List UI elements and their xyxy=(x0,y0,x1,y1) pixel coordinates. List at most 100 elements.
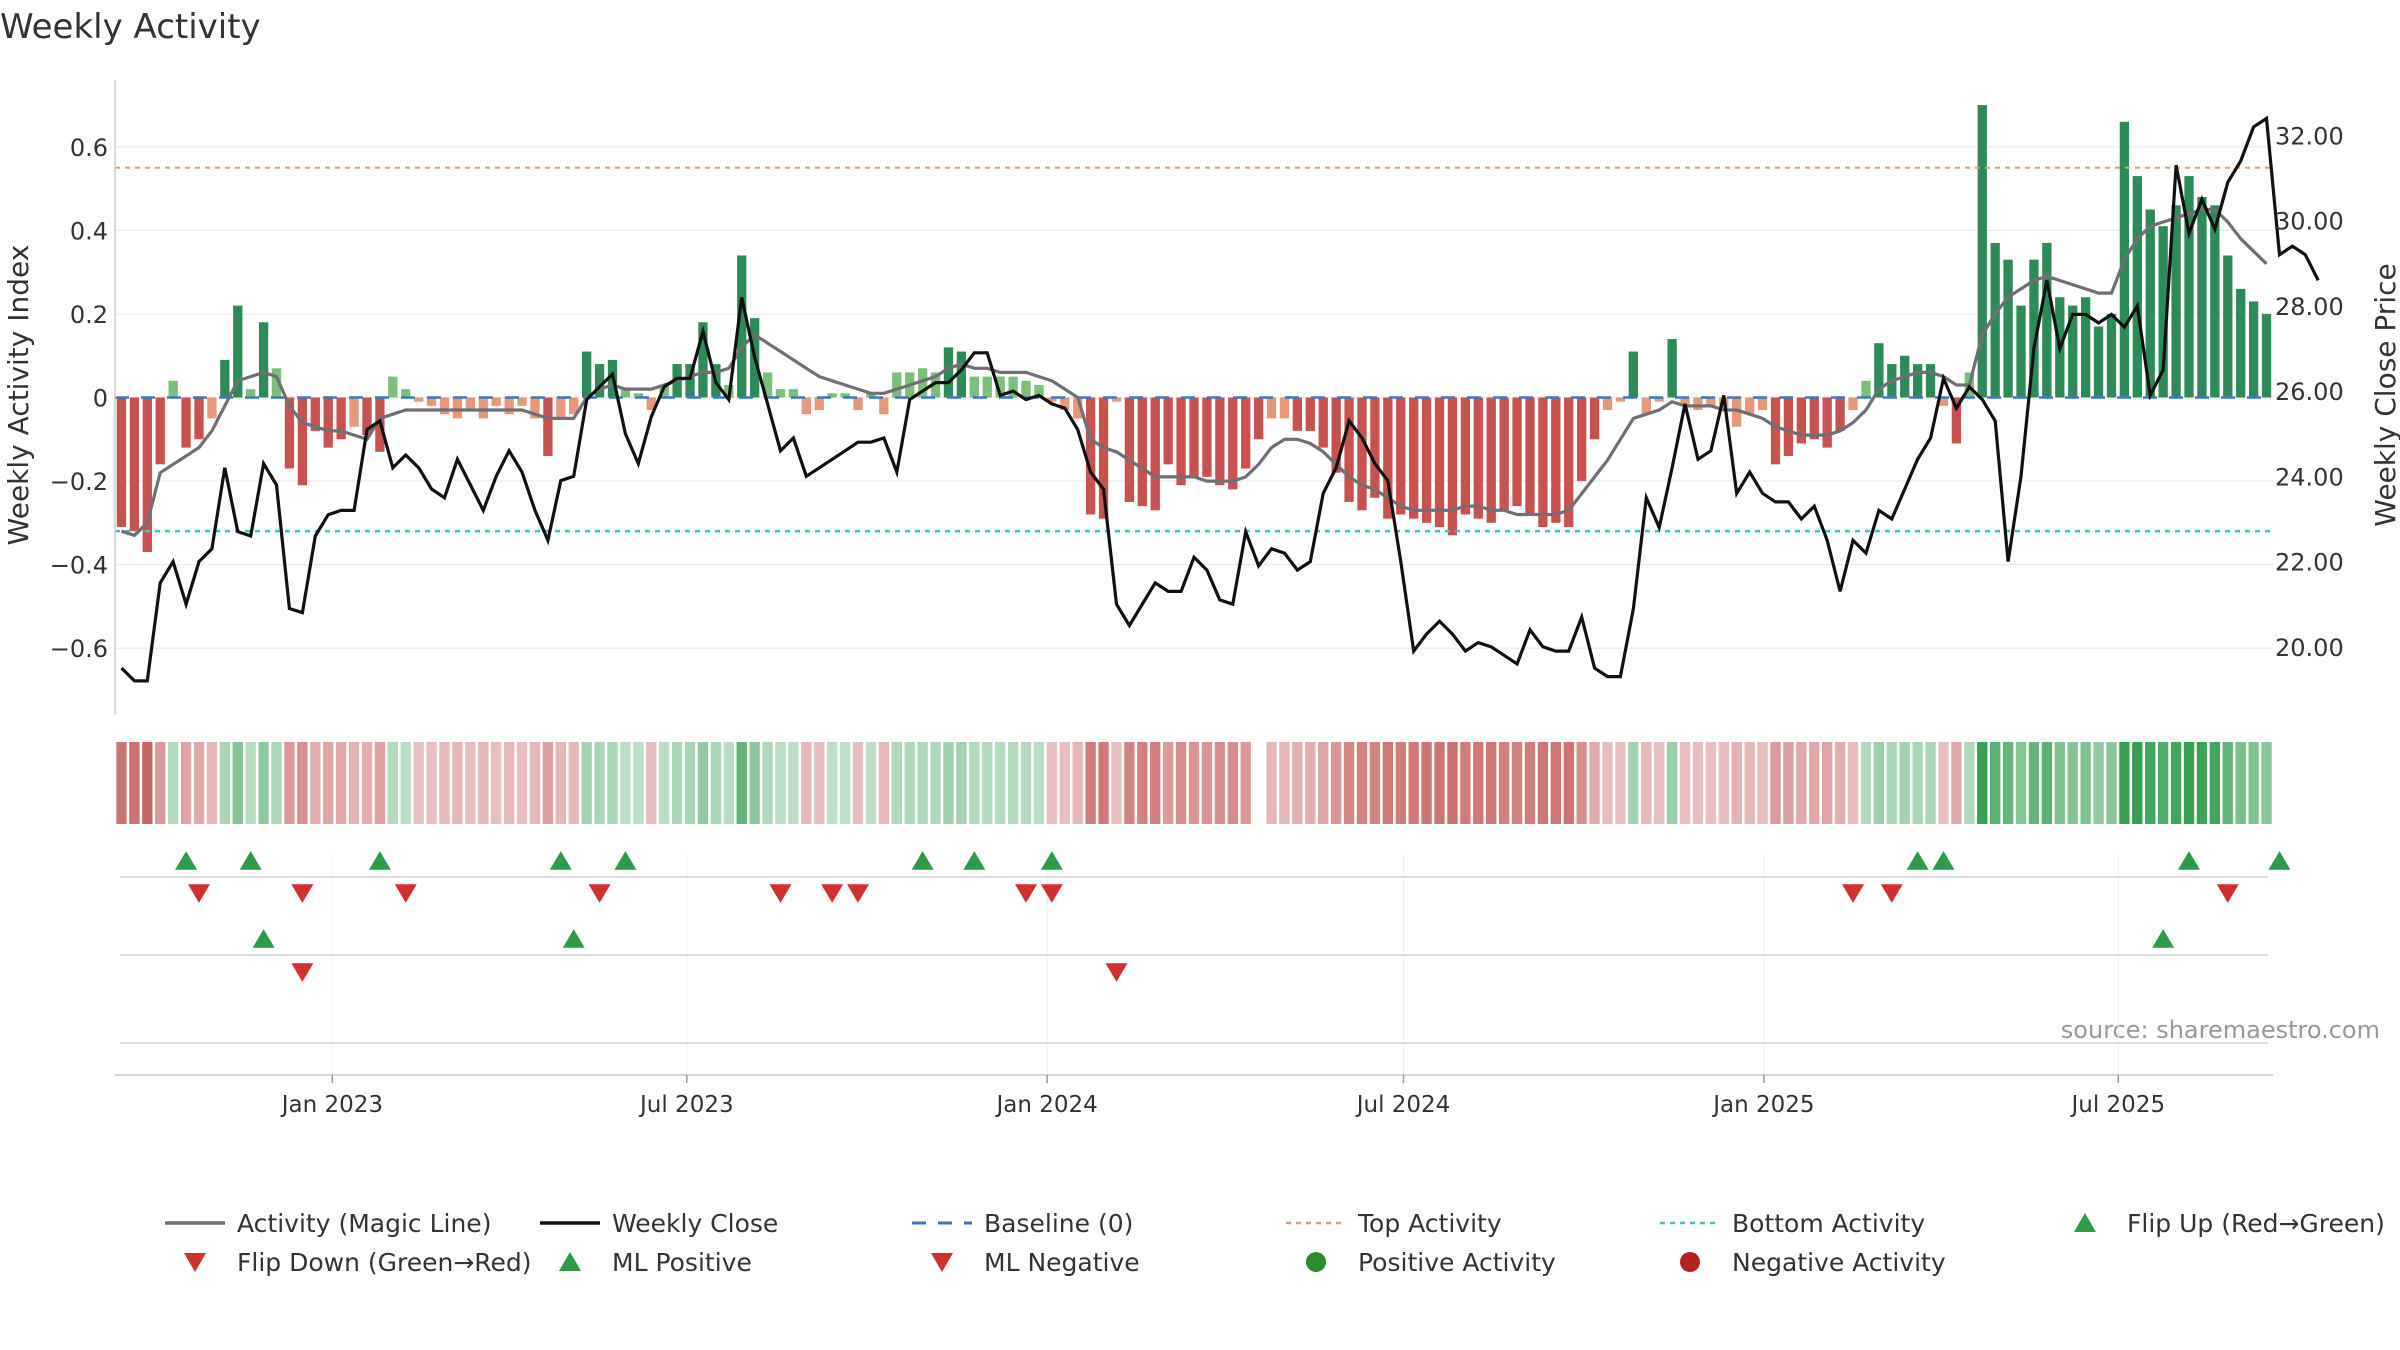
heatmap-cell xyxy=(1007,742,1019,824)
activity-bar xyxy=(1667,339,1677,398)
activity-bar xyxy=(1318,397,1328,448)
heatmap-cell xyxy=(1731,742,1742,824)
heatmap-cell xyxy=(1990,742,2001,824)
activity-bar xyxy=(1602,397,1613,411)
legend-item: Baseline (0) xyxy=(912,1209,1133,1238)
activity-bar xyxy=(633,393,643,398)
heatmap-cell xyxy=(943,742,954,824)
heatmap-cell xyxy=(2209,742,2221,824)
heatmap-cell xyxy=(348,742,360,824)
activity-bar xyxy=(478,397,488,419)
heatmap-cell xyxy=(1550,742,1561,824)
heatmap-cell xyxy=(271,742,282,824)
activity-bar xyxy=(2210,205,2220,398)
activity-bar xyxy=(194,397,204,440)
heatmap-cell xyxy=(1098,742,1109,824)
legend-label: Bottom Activity xyxy=(1732,1209,1925,1238)
heatmap-cell xyxy=(1511,742,1523,824)
activity-bar xyxy=(840,393,850,398)
activity-bar xyxy=(1447,397,1458,536)
activity-bar xyxy=(452,397,463,419)
activity-bar xyxy=(1589,397,1600,440)
heatmap-cell xyxy=(581,742,592,824)
activity-bar xyxy=(1706,397,1716,406)
heatmap-cell xyxy=(1188,742,1200,824)
heatmap-cell xyxy=(620,742,631,824)
activity-bar xyxy=(1977,105,1987,398)
heatmap-cell xyxy=(1356,742,1368,824)
y-tick-label: 0.2 xyxy=(70,301,108,329)
activity-bar xyxy=(569,397,579,415)
activity-bar xyxy=(995,376,1005,398)
heatmap-cell xyxy=(852,742,864,824)
legend-item: Bottom Activity xyxy=(1660,1209,1925,1238)
activity-bar xyxy=(2003,259,2013,398)
activity-bar xyxy=(1925,364,1936,398)
heatmap-cell xyxy=(167,742,179,824)
activity-bar xyxy=(1292,397,1303,431)
flip-down-marker xyxy=(1880,884,1903,903)
heatmap-cell xyxy=(1860,742,1872,824)
heatmap-cell xyxy=(555,742,566,824)
activity-bar xyxy=(1861,380,1871,398)
activity-bar xyxy=(1796,397,1806,444)
activity-bar xyxy=(1370,397,1380,498)
activity-bar xyxy=(336,397,346,440)
y2-tick-label: 26.00 xyxy=(2275,378,2344,406)
activity-bar xyxy=(517,397,527,406)
activity-bar xyxy=(930,372,941,398)
heatmap-cell xyxy=(1679,742,1691,824)
heatmap-cell xyxy=(491,742,502,824)
activity-bar xyxy=(1628,351,1639,398)
heatmap-cell xyxy=(762,742,773,824)
heatmap-cell xyxy=(374,742,386,824)
heatmap-cell xyxy=(1240,742,1251,824)
activity-bar xyxy=(1564,397,1574,528)
activity-bar xyxy=(1615,397,1626,402)
activity-bar xyxy=(943,347,954,398)
heatmap-cell xyxy=(2080,742,2091,824)
heatmap-cell xyxy=(1343,742,1355,824)
heatmap-cell xyxy=(1666,742,1678,824)
heatmap-cell xyxy=(1938,742,1949,824)
activity-bar xyxy=(465,397,476,411)
signal-rows xyxy=(120,851,2291,1044)
activity-bar xyxy=(737,255,747,398)
activity-bar xyxy=(362,397,372,436)
activity-bar xyxy=(775,389,786,398)
activity-bar xyxy=(1512,397,1522,507)
activity-bar xyxy=(2261,313,2272,398)
heatmap-cell xyxy=(1576,742,1587,824)
flip-up-marker xyxy=(549,851,572,870)
heatmap-cell xyxy=(516,742,528,824)
activity-bar xyxy=(866,393,876,398)
legend-item: Flip Up (Red→Green) xyxy=(2074,1209,2385,1238)
heatmap-cell xyxy=(1899,742,1910,824)
y2-axis-label: Weekly Close Price xyxy=(2369,263,2400,526)
activity-bar xyxy=(2236,288,2246,398)
heatmap-cell xyxy=(1770,742,1781,824)
heatmap-cell xyxy=(1847,742,1859,824)
activity-bar xyxy=(439,397,450,415)
heatmap-cell xyxy=(1486,742,1497,824)
flip-down-marker xyxy=(769,884,792,903)
heatmap-cell xyxy=(697,742,709,824)
flip-up-marker xyxy=(2178,851,2201,870)
activity-bar xyxy=(2223,255,2233,398)
activity-bar xyxy=(646,397,656,411)
activity-bar xyxy=(1331,397,1341,473)
activity-bar xyxy=(1034,384,1044,398)
heatmap-cell xyxy=(684,742,696,824)
legend-label: Top Activity xyxy=(1357,1209,1502,1238)
heatmap-strip xyxy=(116,742,2272,824)
heatmap-cell xyxy=(2248,742,2259,824)
legend-label: Activity (Magic Line) xyxy=(237,1209,491,1238)
heatmap-cell xyxy=(361,742,373,824)
flip-down-marker xyxy=(588,884,611,903)
flip-up-marker xyxy=(175,851,198,870)
heatmap-cell xyxy=(1796,742,1807,824)
heatmap-cell xyxy=(1111,742,1122,824)
heatmap-cell xyxy=(775,742,786,824)
ml-negative-marker xyxy=(1105,963,1128,982)
chart-title: Weekly Activity xyxy=(0,7,261,47)
